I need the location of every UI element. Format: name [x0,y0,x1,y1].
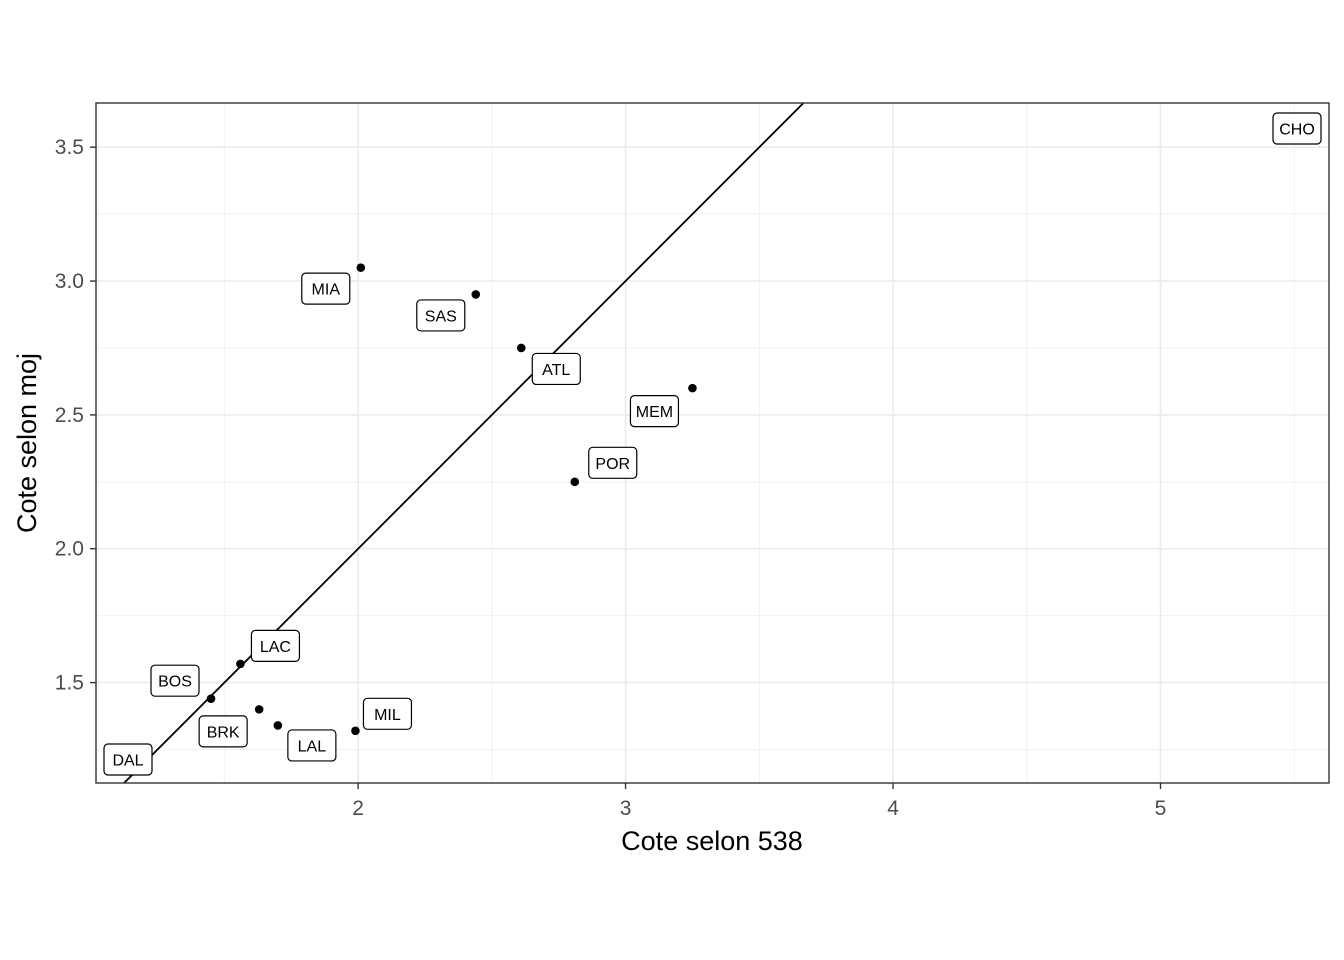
point-labels: CHO MIA SAS ATL MEM POR LAC BOS BRK LAL MIL DAL [103,112,1322,776]
x-tick-label: 4 [887,797,899,820]
point-label-text: ATL [542,362,570,379]
point-label-text: LAC [260,639,291,656]
data-point-lal [273,721,283,730]
panel-border [95,102,1330,784]
data-point-mil [351,726,360,736]
y-axis: 1.5 2.0 2.5 3.0 3.5 [55,136,96,695]
panel-background [96,103,1329,783]
point-label-por: POR [588,446,638,479]
point-label-lac: LAC [250,629,301,662]
point-label-text: MIA [312,282,341,299]
y-tick-label: 3.5 [55,136,84,159]
point-label-box [198,715,248,748]
point-label-bos: BOS [150,664,200,697]
point-label-mia: MIA [301,272,351,305]
point-label-box [629,395,680,428]
data-point-mia [356,263,366,272]
y-tick-label: 2.5 [55,404,84,427]
data-points [206,263,697,736]
data-point-mem [688,383,697,393]
x-axis: 2 3 4 5 [352,783,1166,820]
point-label-cho: CHO [1272,112,1322,145]
x-tick-label: 3 [620,797,632,820]
point-label-box [416,299,466,332]
point-label-box [287,729,337,762]
y-tick-label: 2.0 [55,538,84,561]
point-label-mil: MIL [362,697,413,730]
data-point-por [570,477,580,487]
point-label-box [531,352,581,386]
x-axis-title: Cote selon 538 [621,826,803,856]
point-label-atl: ATL [531,352,581,386]
point-label-text: SAS [425,308,457,325]
point-label-box [250,629,301,662]
point-label-text: POR [595,456,630,473]
point-label-box [1272,112,1322,145]
identity-reference-line [123,102,805,784]
plot-panel: CHO MIA SAS ATL MEM POR LAC BOS BRK LAL MIL DAL [95,102,1330,784]
point-label-text: LAL [298,738,327,755]
point-label-text: CHO [1279,122,1315,139]
point-label-text: BRK [207,724,240,741]
y-tick-label: 1.5 [55,672,84,695]
point-label-lal: LAL [287,729,337,762]
point-label-dal: DAL [103,743,153,776]
point-label-sas: SAS [416,299,466,332]
point-label-box [103,743,153,776]
x-tick-label: 5 [1155,797,1167,820]
point-label-mem: MEM [629,395,680,428]
point-label-brk: BRK [198,715,248,748]
point-label-text: MIL [374,707,401,724]
point-label-box [588,446,638,479]
data-point-bos [206,694,216,703]
y-axis-title: Cote selon moj [12,353,42,533]
point-label-box [301,272,351,305]
point-label-text: MEM [636,404,673,421]
point-label-text: DAL [112,753,143,770]
point-label-box [150,664,200,697]
data-point-brk [254,705,264,714]
point-label-box [362,697,413,730]
minor-grid [96,103,1329,783]
data-point-lac [236,659,245,669]
data-point-atl [516,343,526,353]
point-label-text: BOS [158,674,192,691]
reference-line-group [123,102,805,784]
x-tick-label: 2 [352,797,364,820]
y-tick-label: 3.0 [55,270,84,293]
data-point-sas [471,290,481,299]
